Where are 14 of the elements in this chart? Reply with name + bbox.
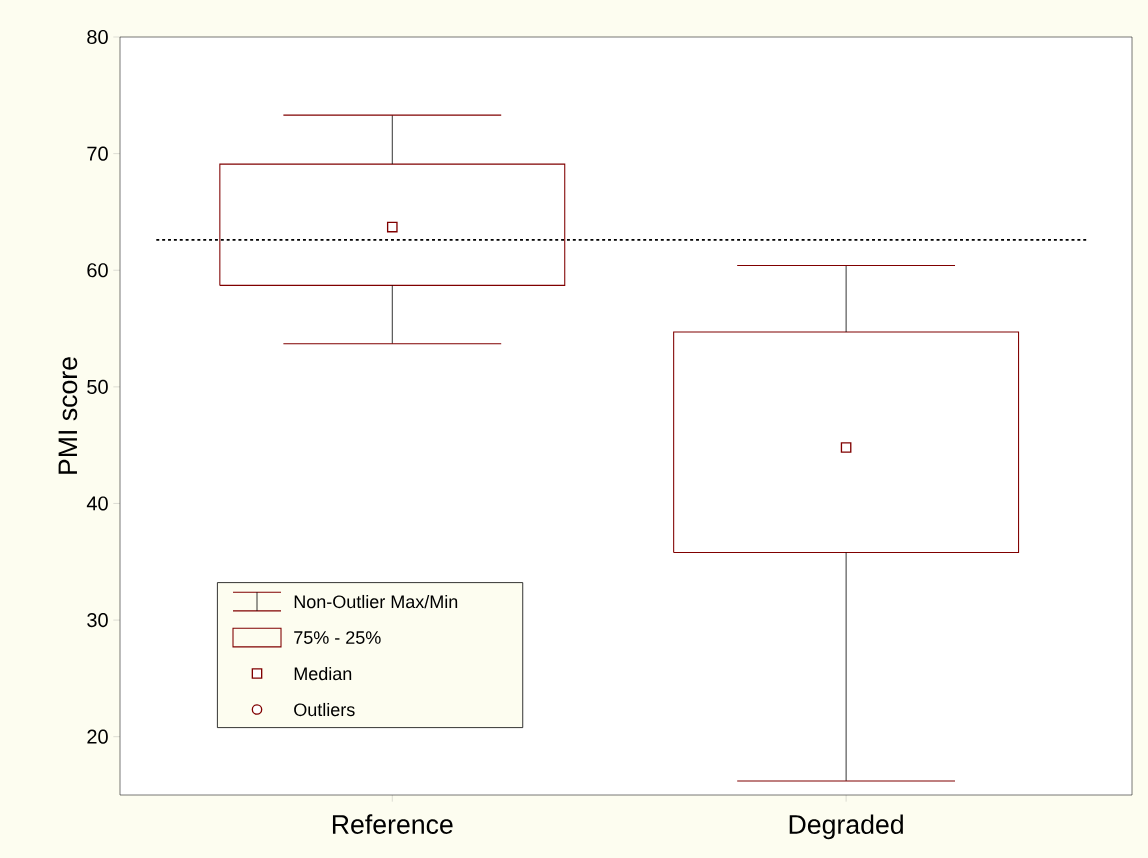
y-tick-label: 50 [87, 379, 108, 394]
annotation: 75% - 25% [294, 631, 381, 644]
x-tick-label: Reference [332, 814, 453, 834]
y-axis-title: PMI score [58, 357, 78, 474]
y-tick-label: 20 [87, 729, 108, 744]
y-tick-label: 60 [87, 263, 108, 278]
y-tick-label: 40 [86, 496, 108, 511]
annotation: Outliers [294, 702, 355, 717]
y-tick-label: 80 [87, 29, 108, 45]
y-tick-label: 30 [87, 612, 108, 628]
annotation: Median [294, 666, 352, 681]
y-tick-label: 70 [87, 146, 108, 161]
x-tick-label: Degraded [789, 814, 903, 840]
annotation: Non-Outlier Max/Min [294, 594, 458, 609]
